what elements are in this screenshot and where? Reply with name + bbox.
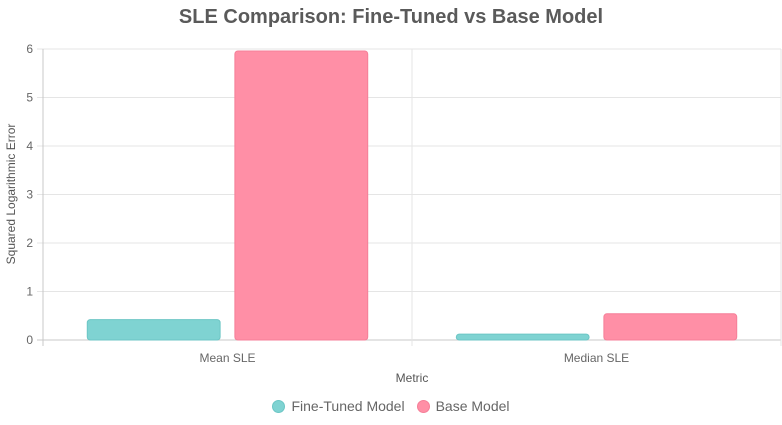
y-tick-label: 6 bbox=[26, 42, 33, 56]
bar-base-model-median-sle bbox=[603, 313, 738, 341]
y-axis-title: Squared Logarithmic Error bbox=[4, 124, 18, 265]
y-tick-label: 5 bbox=[26, 91, 33, 105]
grid-layer bbox=[37, 48, 782, 346]
legend: Fine-Tuned Model Base Model bbox=[0, 398, 782, 414]
legend-item-base[interactable]: Base Model bbox=[416, 398, 510, 414]
bar-layer bbox=[86, 50, 738, 341]
bar-base-model-mean-sle bbox=[234, 50, 369, 341]
y-tick-label: 2 bbox=[26, 236, 33, 250]
bar-fine-tuned-model-mean-sle bbox=[86, 319, 221, 341]
x-tick-label: Mean SLE bbox=[199, 351, 255, 365]
x-axis-title: Metric bbox=[396, 371, 429, 385]
bar-chart: 0 1 2 3 4 5 6 Mean SLE Median SLE Squared Logari… bbox=[4, 42, 782, 385]
y-tick-label: 1 bbox=[26, 285, 33, 299]
x-tick-label: Median SLE bbox=[564, 351, 629, 365]
bar-fine-tuned-model-median-sle bbox=[455, 333, 590, 341]
legend-label-base: Base Model bbox=[435, 398, 510, 414]
label-layer: 0 1 2 3 4 5 6 Mean SLE Median SLE bbox=[26, 42, 629, 365]
y-tick-label: 3 bbox=[26, 188, 33, 202]
legend-label-fine-tuned: Fine-Tuned Model bbox=[291, 398, 405, 414]
chart-title: SLE Comparison: Fine-Tuned vs Base Model bbox=[178, 6, 604, 28]
legend-item-fine-tuned[interactable]: Fine-Tuned Model bbox=[272, 398, 405, 414]
legend-swatch-fine-tuned bbox=[272, 399, 286, 413]
y-tick-label: 4 bbox=[26, 139, 33, 153]
legend-swatch-base bbox=[416, 399, 430, 413]
y-tick-label: 0 bbox=[26, 333, 33, 347]
